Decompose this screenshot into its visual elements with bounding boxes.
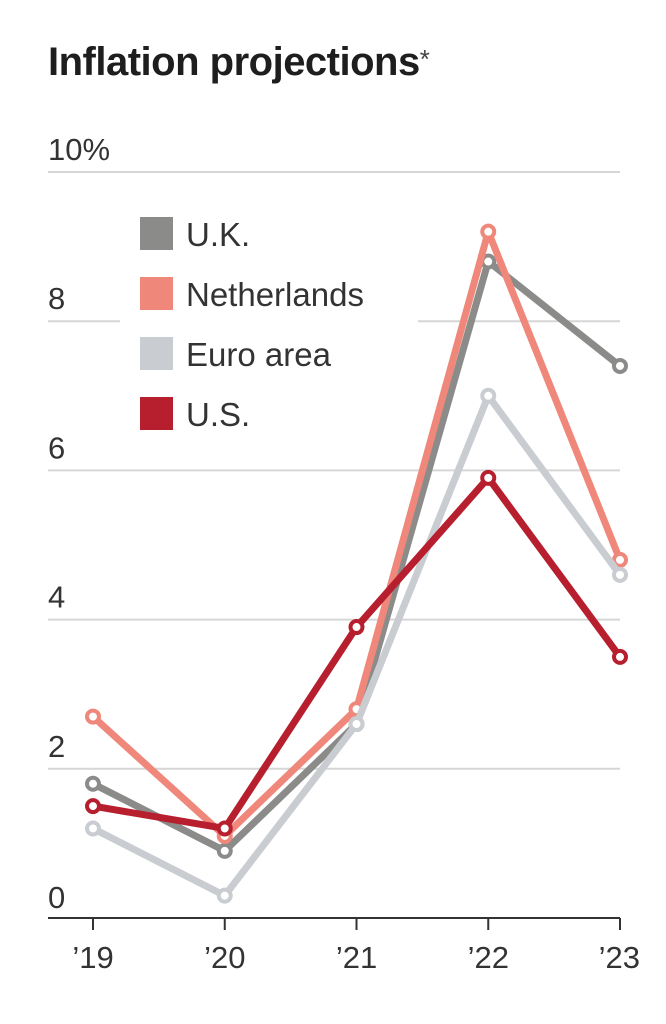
data-point-u-s-0 <box>85 798 101 815</box>
data-point-u-s-3 <box>480 469 497 486</box>
series-euro-area <box>85 387 628 904</box>
legend-label-euro-area: Euro area <box>186 336 332 373</box>
legend-swatch-u-k <box>140 217 173 250</box>
chart-title-text: Inflation projections <box>48 40 420 84</box>
x-tick-label-1: ’20 <box>204 940 245 975</box>
y-tick-label-0: 0 <box>48 880 65 915</box>
legend: U.K. Netherlands Euro area U.S. <box>140 216 364 433</box>
y-tick-label-10: 10% <box>48 132 110 167</box>
data-point-netherlands-0 <box>85 708 101 725</box>
data-point-u-s-2 <box>348 619 365 636</box>
data-point-u-s-1 <box>216 820 233 837</box>
data-point-netherlands-4 <box>612 551 628 568</box>
data-point-u-k-4 <box>612 357 628 374</box>
legend-item-euro-area: Euro area <box>140 336 332 373</box>
legend-item-netherlands: Netherlands <box>140 276 364 313</box>
data-point-euro-area-2 <box>348 716 365 733</box>
legend-swatch-netherlands <box>140 277 173 310</box>
x-tick-label-4: ’23 <box>599 940 640 975</box>
y-tick-label-8: 8 <box>48 281 65 316</box>
y-tick-label-4: 4 <box>48 580 65 615</box>
legend-swatch-u-s <box>140 397 173 430</box>
legend-swatch-euro-area <box>140 337 173 370</box>
data-point-netherlands-3 <box>480 223 497 240</box>
data-point-euro-area-0 <box>85 820 101 837</box>
x-tick-label-0: ’19 <box>72 940 113 975</box>
data-point-euro-area-3 <box>480 387 497 404</box>
chart-title: Inflation projections* <box>48 40 430 85</box>
series-group <box>85 223 628 904</box>
data-point-euro-area-4 <box>612 566 628 583</box>
data-point-u-k-0 <box>85 775 101 792</box>
x-axis: ’19 ’20 ’21 ’22 ’23 <box>48 917 640 975</box>
series-line-u-s <box>89 474 624 832</box>
series-u-s <box>85 469 628 837</box>
y-axis-tick-labels: 0 2 4 6 8 10% <box>48 132 110 915</box>
legend-label-netherlands: Netherlands <box>186 276 364 313</box>
legend-label-u-k: U.K. <box>186 216 250 253</box>
x-tick-label-3: ’22 <box>468 940 509 975</box>
series-netherlands <box>85 223 628 844</box>
data-point-euro-area-1 <box>216 887 233 904</box>
y-tick-label-6: 6 <box>48 430 65 465</box>
data-point-u-k-1 <box>216 842 233 859</box>
data-point-u-s-4 <box>612 648 628 665</box>
footnote-asterisk: * <box>419 44 430 74</box>
x-tick-label-2: ’21 <box>336 940 377 975</box>
y-tick-label-2: 2 <box>48 729 65 764</box>
legend-label-u-s: U.S. <box>186 396 250 433</box>
legend-item-u-k: U.K. <box>140 216 250 253</box>
legend-item-u-s: U.S. <box>140 396 250 433</box>
